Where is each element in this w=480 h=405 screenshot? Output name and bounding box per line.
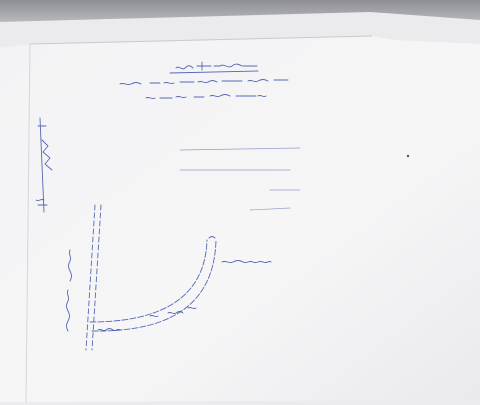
paper — [0, 36, 480, 402]
heading-scribble — [119, 61, 289, 100]
speck — [406, 154, 410, 158]
show-through — [179, 147, 301, 211]
sheet-edge — [29, 35, 373, 45]
label-scribbles — [66, 249, 272, 332]
left-scale — [35, 117, 53, 213]
sheet-fold — [25, 43, 31, 403]
road-vertical — [85, 204, 102, 351]
